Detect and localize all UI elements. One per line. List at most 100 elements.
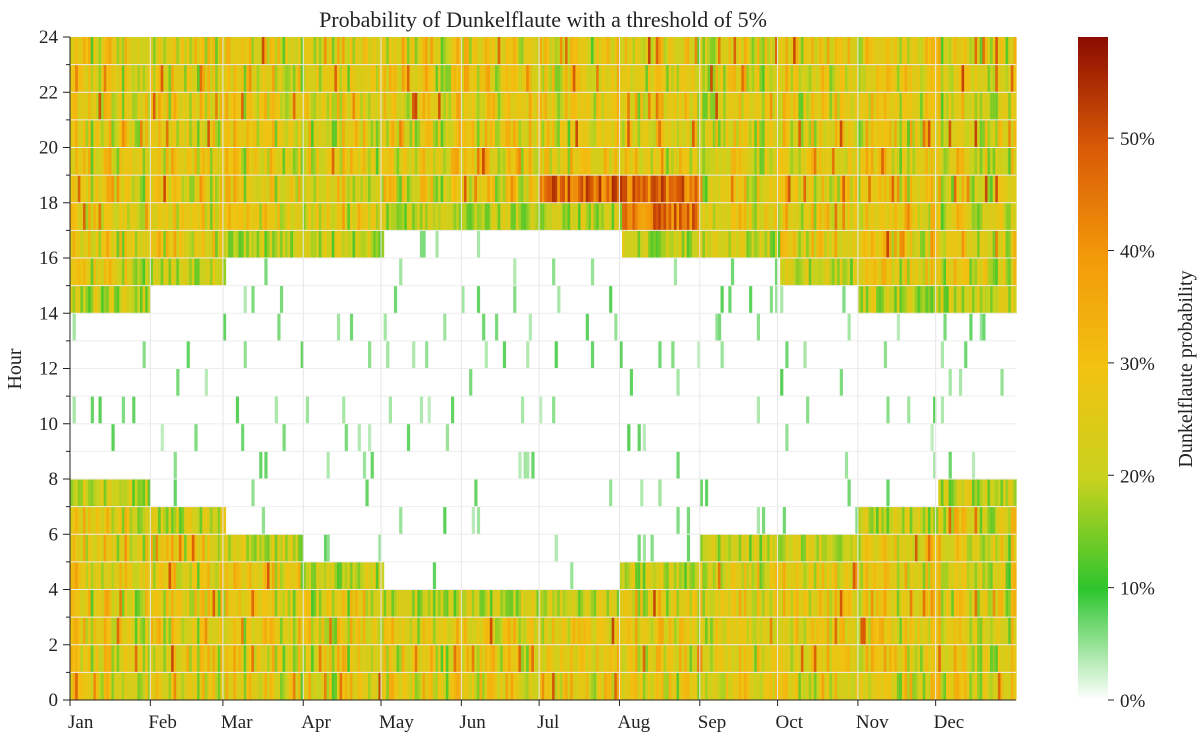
- heatmap-cell: [82, 506, 87, 535]
- heatmap-cell: [790, 175, 794, 204]
- heatmap-cell: [396, 92, 400, 121]
- heatmap-cell: [697, 175, 701, 204]
- heatmap-cell: [938, 589, 942, 618]
- heatmap-cell: [445, 147, 449, 176]
- heatmap-cell: [844, 589, 849, 618]
- heatmap-cell: [637, 423, 641, 452]
- heatmap-cell: [147, 644, 151, 673]
- heatmap-cell: [533, 37, 538, 66]
- heatmap-cell: [505, 37, 509, 66]
- heatmap-cell: [425, 37, 429, 66]
- heatmap-cell: [629, 92, 634, 121]
- heatmap-cell: [940, 92, 945, 121]
- heatmap-cell: [432, 561, 437, 590]
- heatmap-cell: [129, 506, 133, 535]
- heatmap-cell: [829, 258, 833, 287]
- heatmap-cell: [946, 534, 950, 563]
- heatmap-cell: [938, 64, 942, 93]
- heatmap-cell: [749, 644, 753, 673]
- heatmap-cell: [627, 147, 631, 176]
- heatmap-cell: [785, 672, 789, 701]
- heatmap-cell: [611, 64, 615, 93]
- heatmap-cell: [181, 230, 185, 259]
- heatmap-cell: [386, 644, 390, 673]
- heatmap-cell: [282, 202, 286, 231]
- heatmap-cell: [355, 230, 359, 259]
- heatmap-cell: [497, 175, 501, 204]
- heatmap-cell: [707, 64, 711, 93]
- heatmap-cell: [912, 92, 916, 121]
- heatmap-cell: [793, 534, 797, 563]
- heatmap-cell: [88, 534, 92, 563]
- heatmap-cell: [655, 672, 659, 701]
- heatmap-cell: [370, 92, 374, 121]
- heatmap-cell: [422, 589, 426, 618]
- heatmap-cell: [466, 37, 470, 66]
- heatmap-cell: [173, 92, 177, 121]
- heatmap-cell: [114, 285, 118, 314]
- heatmap-cell: [181, 202, 185, 231]
- heatmap-cell: [137, 561, 141, 590]
- heatmap-cell: [552, 64, 556, 93]
- heatmap-cell: [658, 617, 662, 646]
- heatmap-cell: [632, 147, 636, 176]
- heatmap-cell: [912, 506, 916, 535]
- heatmap-cell: [671, 119, 675, 148]
- heatmap-cell: [116, 202, 120, 231]
- heatmap-cell: [225, 644, 229, 673]
- heatmap-cell: [409, 37, 413, 66]
- heatmap-cell: [199, 506, 203, 535]
- heatmap-cell: [95, 37, 100, 66]
- heatmap-cell: [323, 92, 328, 121]
- heatmap-cell: [225, 119, 229, 148]
- heatmap-cell: [956, 285, 960, 314]
- heatmap-cell: [339, 175, 343, 204]
- heatmap-cell: [347, 589, 351, 618]
- heatmap-cell: [816, 589, 820, 618]
- heatmap-cell: [489, 589, 494, 618]
- heatmap-cell: [699, 175, 703, 204]
- heatmap-cell: [238, 202, 242, 231]
- heatmap-cell: [246, 147, 250, 176]
- heatmap-cell: [857, 285, 862, 314]
- heatmap-cell: [220, 561, 224, 590]
- heatmap-cell: [142, 340, 146, 369]
- heatmap-cell: [580, 672, 584, 701]
- heatmap-cell: [404, 617, 408, 646]
- heatmap-cell: [922, 230, 926, 259]
- heatmap-cell: [655, 64, 659, 93]
- heatmap-cell: [881, 175, 885, 204]
- heatmap-cell: [93, 617, 97, 646]
- heatmap-cell: [627, 644, 631, 673]
- heatmap-cell: [712, 644, 716, 673]
- heatmap-cell: [544, 92, 548, 121]
- heatmap-cell: [627, 561, 631, 590]
- heatmap-cell: [891, 37, 895, 66]
- heatmap-cell: [922, 202, 926, 231]
- heatmap-cell: [432, 119, 437, 148]
- heatmap-cell: [811, 37, 815, 66]
- heatmap-cell: [352, 147, 356, 176]
- heatmap-cell: [764, 147, 768, 176]
- heatmap-cell: [469, 589, 473, 618]
- heatmap-cell: [712, 202, 716, 231]
- heatmap-cell: [508, 202, 512, 231]
- heatmap-cell: [790, 561, 794, 590]
- heatmap-cell: [412, 92, 416, 121]
- heatmap-cell: [831, 147, 836, 176]
- heatmap-cell: [305, 672, 310, 701]
- heatmap-cell: [896, 119, 900, 148]
- heatmap-cell: [844, 258, 849, 287]
- heatmap-cell: [774, 230, 779, 259]
- heatmap-cell: [160, 672, 164, 701]
- heatmap-cell: [653, 37, 657, 66]
- heatmap-cell: [930, 175, 934, 204]
- heatmap-cell: [769, 285, 773, 314]
- heatmap-cell: [329, 64, 333, 93]
- heatmap-cell: [194, 589, 198, 618]
- heatmap-cell: [349, 561, 354, 590]
- heatmap-cell: [160, 589, 164, 618]
- heatmap-cell: [883, 119, 888, 148]
- heatmap-cell: [930, 561, 934, 590]
- heatmap-cell: [870, 561, 875, 590]
